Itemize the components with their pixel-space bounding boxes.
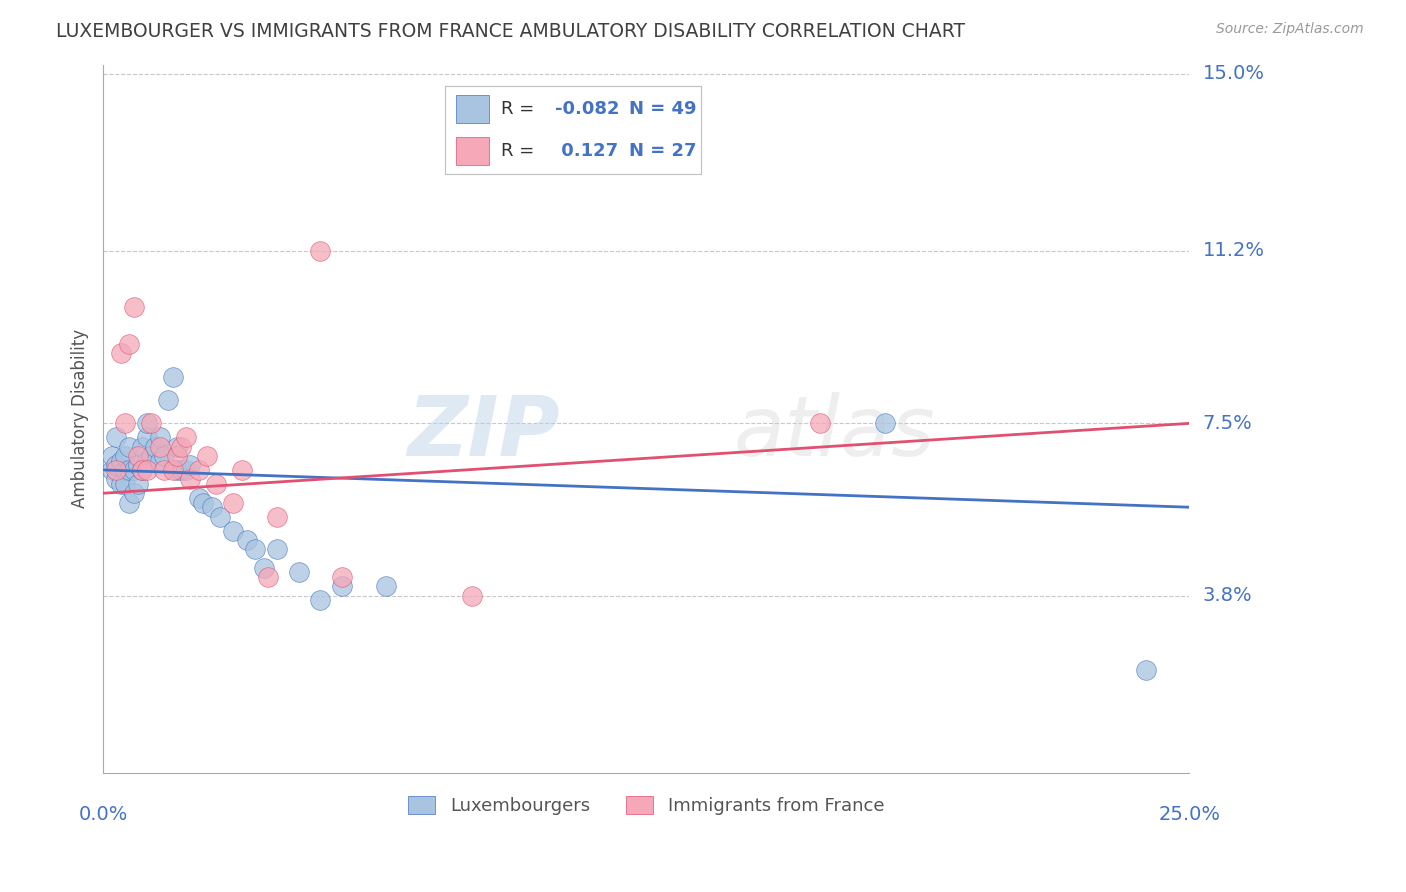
Point (105, 430, 128, 444)
Point (222, 495, 245, 509)
Point (139, 417, 162, 431)
Point (131, 440, 153, 454)
Point (122, 486, 145, 500)
Text: Source: ZipAtlas.com: Source: ZipAtlas.com (1216, 22, 1364, 37)
Point (101, 449, 124, 463)
Point (231, 463, 253, 477)
Point (162, 369, 184, 384)
Point (149, 453, 172, 467)
Point (135, 453, 157, 467)
Point (135, 463, 157, 477)
Point (875, 417, 897, 431)
Text: 25.0%: 25.0% (1159, 805, 1220, 824)
Point (170, 440, 193, 454)
Point (330, 570, 353, 584)
Point (330, 579, 353, 593)
Point (179, 472, 201, 486)
Point (110, 346, 132, 360)
Point (245, 542, 267, 557)
Point (201, 500, 224, 515)
Point (114, 449, 136, 463)
Point (114, 463, 136, 477)
Point (127, 458, 149, 473)
Point (162, 463, 184, 477)
Point (153, 449, 176, 463)
Point (205, 477, 228, 491)
Point (808, 417, 831, 431)
Point (114, 417, 136, 431)
Point (166, 449, 188, 463)
Point (118, 463, 141, 477)
Text: 7.5%: 7.5% (1202, 414, 1253, 433)
Point (187, 491, 209, 505)
Legend: Luxembourgers, Immigrants from France: Luxembourgers, Immigrants from France (399, 787, 893, 824)
Point (122, 300, 145, 314)
Point (166, 463, 188, 477)
Point (287, 566, 309, 580)
Point (374, 579, 396, 593)
Text: 11.2%: 11.2% (1202, 242, 1264, 260)
Point (105, 463, 128, 477)
Text: 0.0%: 0.0% (79, 805, 128, 824)
Point (235, 533, 257, 547)
Point (149, 440, 172, 454)
Text: LUXEMBOURGER VS IMMIGRANTS FROM FRANCE AMBULATORY DISABILITY CORRELATION CHART: LUXEMBOURGER VS IMMIGRANTS FROM FRANCE A… (56, 22, 966, 41)
Point (309, 593, 332, 607)
Point (135, 430, 157, 444)
Text: 15.0%: 15.0% (1202, 64, 1264, 83)
Point (135, 417, 157, 431)
Point (114, 477, 136, 491)
Point (309, 244, 332, 258)
Y-axis label: Ambulatory Disability: Ambulatory Disability (72, 329, 89, 508)
Point (209, 509, 232, 524)
Point (149, 430, 172, 444)
Point (143, 440, 166, 454)
Point (110, 477, 132, 491)
Point (118, 337, 141, 351)
Point (1135, 663, 1157, 677)
Point (191, 495, 214, 509)
Point (105, 472, 128, 486)
Point (166, 440, 188, 454)
Point (118, 440, 141, 454)
Point (257, 570, 280, 584)
Text: 3.8%: 3.8% (1202, 586, 1253, 606)
Point (266, 509, 288, 524)
Point (118, 495, 141, 509)
Point (157, 392, 180, 407)
Point (110, 453, 132, 467)
Point (131, 463, 153, 477)
Point (170, 463, 193, 477)
Point (179, 458, 201, 473)
Point (174, 463, 197, 477)
Point (222, 524, 245, 538)
Text: atlas: atlas (733, 392, 935, 474)
Point (127, 477, 149, 491)
Point (122, 463, 145, 477)
Point (127, 449, 149, 463)
Point (153, 463, 176, 477)
Point (174, 430, 197, 444)
Point (101, 463, 124, 477)
Point (187, 463, 209, 477)
Text: ZIP: ZIP (406, 392, 560, 474)
Point (139, 449, 162, 463)
Point (461, 589, 484, 603)
Point (253, 561, 276, 575)
Point (266, 542, 288, 557)
Point (197, 449, 219, 463)
Point (131, 463, 153, 477)
Point (105, 458, 128, 473)
